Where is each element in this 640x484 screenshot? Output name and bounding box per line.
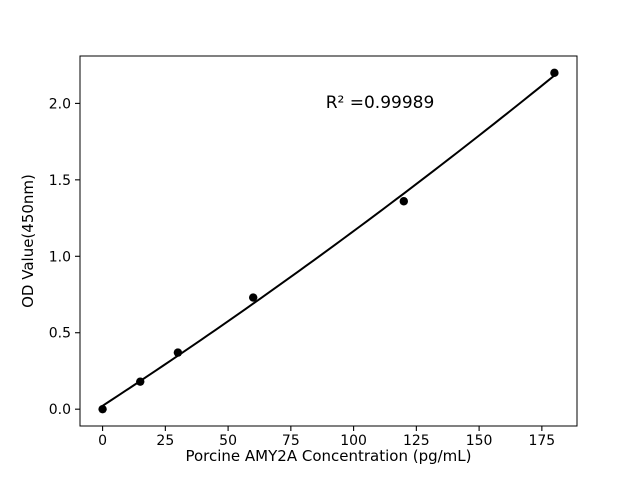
x-tick-label: 125 — [403, 433, 430, 449]
data-points — [98, 68, 559, 414]
y-axis-label: OD Value(450nm) — [19, 174, 37, 308]
y-tick-label: 0.0 — [49, 402, 71, 418]
data-point — [173, 348, 183, 357]
x-tick-label: 175 — [528, 433, 555, 449]
x-tick-label: 150 — [466, 433, 493, 449]
x-axis: 0 25 50 75 100 125 150 175 — [98, 426, 555, 449]
y-tick-label: 2.0 — [49, 96, 71, 112]
y-tick-label: 0.5 — [49, 326, 71, 342]
x-tick-label: 100 — [340, 433, 367, 449]
data-point — [136, 377, 145, 386]
r-squared-annotation: R² =0.99989 — [326, 93, 435, 113]
y-tick-label: 1.5 — [49, 173, 71, 189]
plot-area-border — [79, 55, 578, 427]
x-tick-label: 0 — [98, 433, 107, 449]
data-point — [399, 197, 408, 206]
data-point — [550, 68, 559, 78]
x-axis-label: Porcine AMY2A Concentration (pg/mL) — [185, 447, 471, 465]
y-axis: 0.0 0.5 1.0 1.5 2.0 — [49, 96, 80, 418]
y-tick-label: 1.0 — [49, 249, 71, 265]
x-tick-label: 75 — [282, 433, 300, 449]
data-point — [98, 404, 107, 414]
data-point — [249, 293, 258, 302]
fit-line — [101, 74, 556, 407]
x-tick-label: 50 — [219, 433, 237, 449]
x-tick-label: 25 — [156, 433, 174, 449]
